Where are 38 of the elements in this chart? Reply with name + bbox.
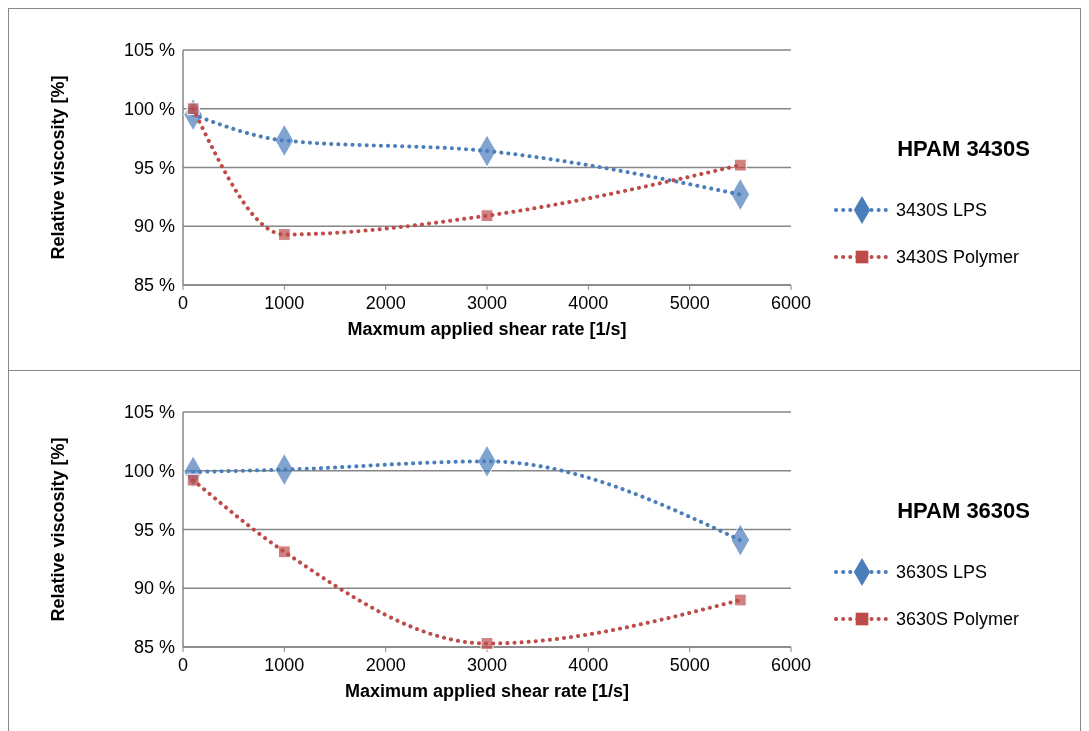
x-tick-label: 2000 — [365, 655, 406, 675]
legend-title: HPAM 3630S — [897, 497, 1030, 523]
legend-label: 3430S LPS — [896, 200, 988, 220]
x-tick-label: 4000 — [568, 293, 609, 313]
point — [480, 209, 494, 223]
y-axis-title: Relative viscosity [%] — [48, 75, 68, 260]
x-axis-title: Maximum applied shear rate [1/s] — [344, 681, 630, 701]
y-tick-label: 90 % — [133, 216, 175, 237]
y-tick-label: 105 % — [123, 40, 175, 60]
legend-title: HPAM 3430S — [897, 135, 1030, 161]
x-tick-label: 6000 — [770, 655, 812, 675]
x-tick-label: 3000 — [466, 655, 508, 675]
point — [733, 158, 747, 172]
x-tick-label: 2000 — [365, 293, 406, 313]
y-tick-label: 90 % — [133, 578, 175, 599]
x-tick-label: 5000 — [669, 293, 710, 313]
x-tick-label: 4000 — [568, 655, 609, 675]
y-tick-label: 95 % — [133, 157, 175, 178]
y-tick-label: 85 % — [133, 637, 175, 657]
x-tick-label: 0 — [177, 655, 189, 675]
x-tick-label: 0 — [177, 293, 189, 313]
legend-label: 3430S Polymer — [896, 247, 1020, 267]
x-tick-label: 3000 — [466, 293, 508, 313]
point — [733, 593, 747, 607]
y-tick-label: 85 % — [133, 275, 175, 295]
point — [480, 637, 494, 650]
y-tick-label: 105 % — [123, 402, 175, 422]
x-axis-title: Maxmum applied shear rate [1/s] — [347, 319, 627, 339]
x-tick-label: 6000 — [770, 293, 812, 313]
y-tick-label: 100 % — [123, 98, 175, 119]
y-tick-label: 95 % — [133, 519, 175, 540]
y-tick-label: 100 % — [123, 460, 175, 481]
x-tick-label: 5000 — [669, 655, 710, 675]
legend-label: 3630S Polymer — [896, 609, 1020, 629]
x-tick-label: 1000 — [264, 655, 305, 675]
legend-label: 3630S LPS — [896, 562, 988, 582]
x-tick-label: 1000 — [264, 293, 305, 313]
y-axis-title: Relative viscosity [%] — [48, 437, 68, 622]
